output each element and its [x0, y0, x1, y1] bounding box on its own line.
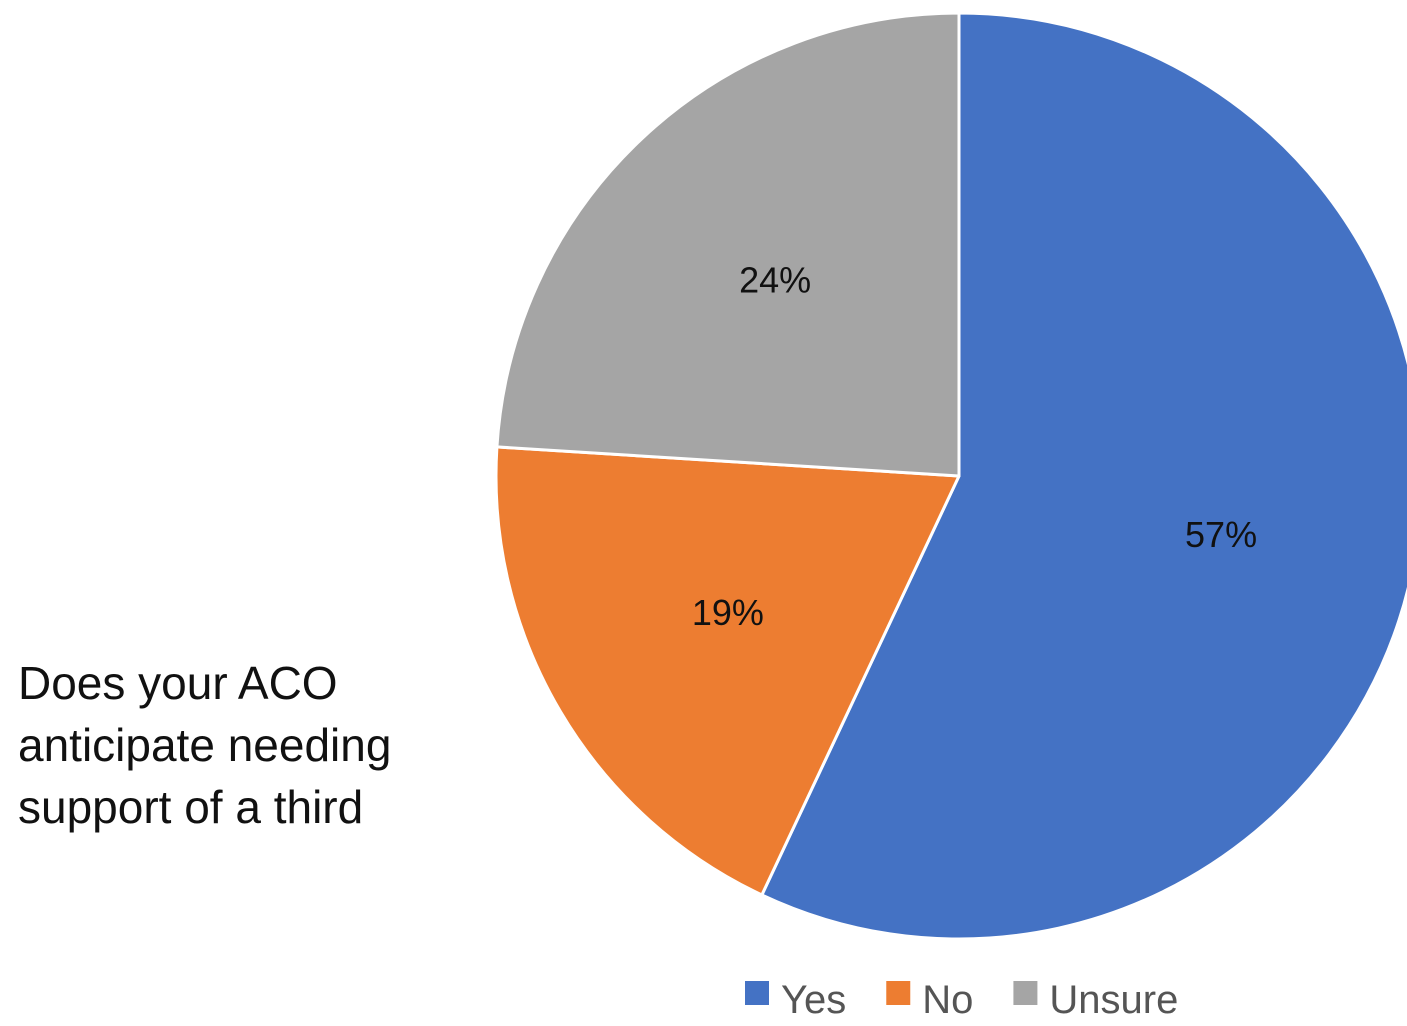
question-line-3: support of a third [18, 781, 364, 833]
data-label-unsure: 24% [739, 260, 811, 301]
question-line-2: anticipate needing [18, 719, 392, 771]
pie-slices [494, 11, 1407, 941]
legend-swatch-no [886, 981, 911, 1005]
pie-data-labels: 57% 19% 24% [692, 260, 1257, 633]
legend-swatch-unsure [1013, 981, 1038, 1005]
legend-label-no: No [922, 978, 973, 1021]
data-label-no: 19% [692, 592, 764, 633]
pie-slice-unsure [495, 11, 961, 478]
pie-slice-yes [760, 11, 1407, 941]
legend-label-unsure: Unsure [1049, 978, 1178, 1021]
question-line-1: Does your ACO [18, 657, 338, 709]
question-text: Does your ACO anticipate needing support… [18, 652, 448, 838]
legend: Yes No Unsure [745, 978, 1178, 1022]
legend-swatch-yes [745, 981, 769, 1005]
pie-slice-no [494, 445, 961, 897]
data-label-yes: 57% [1185, 514, 1257, 555]
legend-label-yes: Yes [781, 978, 846, 1021]
